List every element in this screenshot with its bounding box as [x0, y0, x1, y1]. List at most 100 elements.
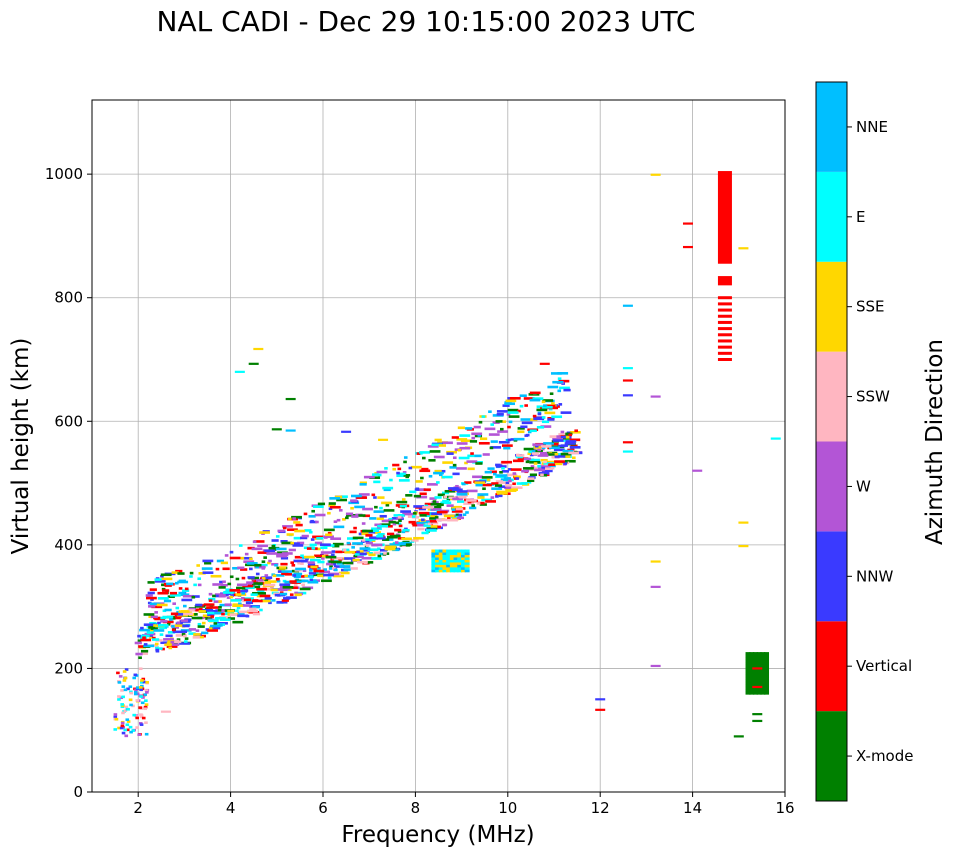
echo-mark [134, 715, 139, 718]
echo-mark [237, 611, 245, 615]
echo-mark [359, 552, 367, 556]
echo-mark [140, 681, 144, 684]
echo-mark [379, 523, 391, 526]
y-axis-ticks: 0 200 400 600 800 1000 [45, 165, 92, 801]
echo-mark [338, 508, 343, 512]
echo-mark [304, 555, 315, 559]
echo-mark [528, 450, 532, 454]
echo-mark [315, 520, 319, 524]
echo-mark [241, 576, 246, 580]
echo-mark [485, 500, 496, 503]
echo-mark [650, 560, 661, 563]
echo-mark [377, 496, 385, 499]
echo-mark [517, 409, 521, 413]
echo-mark [371, 527, 382, 531]
echo-mark [397, 515, 402, 519]
echo-mark [411, 522, 419, 525]
echo-mark [271, 428, 282, 431]
echo-mark [449, 569, 455, 573]
echo-mark [150, 627, 158, 630]
echo-mark [171, 617, 176, 620]
echo-mark [488, 410, 492, 414]
echo-mark [745, 684, 751, 688]
echo-mark [451, 510, 463, 513]
echo-mark [365, 534, 373, 537]
echo-mark [717, 302, 732, 306]
echo-mark [432, 500, 437, 503]
echo-mark [545, 467, 553, 471]
echo-mark [764, 671, 770, 675]
echo-mark [182, 604, 187, 608]
echo-mark [392, 467, 397, 471]
echo-mark [749, 654, 755, 658]
echo-mark [764, 689, 770, 693]
echo-mark [301, 534, 309, 538]
echo-mark [303, 575, 315, 578]
echo-mark [140, 679, 144, 682]
echo-mark [752, 719, 763, 723]
echo-mark [245, 563, 256, 567]
echo-mark [431, 564, 437, 568]
echo-mark [143, 693, 148, 696]
echo-mark [568, 451, 580, 455]
echo-mark [287, 517, 292, 521]
echo-mark [251, 547, 263, 551]
echo-mark [366, 561, 374, 564]
echo-mark [382, 486, 394, 490]
echo-mark [201, 621, 206, 625]
echo-mark [510, 468, 522, 471]
echo-mark [329, 497, 341, 500]
echo-mark [172, 602, 176, 605]
echo-mark [423, 488, 431, 491]
echo-mark [230, 594, 234, 597]
echo-mark [540, 445, 552, 448]
echo-mark [324, 536, 328, 539]
echo-mark [274, 563, 278, 567]
echo-mark [332, 542, 344, 546]
echo-mark [268, 601, 272, 605]
echo-mark [171, 626, 179, 629]
colorbar-tick-label: NNW [856, 567, 893, 585]
echo-mark [193, 583, 197, 587]
echo-mark [403, 460, 407, 464]
echo-mark [405, 494, 413, 497]
echo-mark [289, 593, 294, 596]
echo-mark [345, 512, 354, 516]
echo-mark [428, 474, 433, 478]
echo-mark [325, 533, 333, 537]
y-tick-label: 600 [54, 412, 83, 430]
echo-mark [760, 689, 766, 693]
echo-mark [162, 589, 170, 592]
echo-mark [717, 296, 732, 300]
echo-mark [201, 567, 213, 570]
echo-mark [446, 566, 452, 570]
echo-mark [282, 526, 287, 530]
echo-mark [760, 657, 766, 661]
echo-mark [453, 559, 459, 563]
echo-mark [167, 631, 176, 634]
echo-mark [453, 554, 459, 558]
echo-mark [430, 514, 438, 518]
echo-mark [302, 569, 307, 573]
echo-mark [558, 403, 563, 406]
echo-mark [207, 613, 215, 617]
echo-mark [351, 546, 355, 549]
echo-mark [137, 634, 141, 638]
colorbar-tick-label: W [856, 477, 871, 495]
echo-mark [264, 574, 269, 577]
echo-mark [128, 698, 133, 702]
echo-mark [438, 564, 444, 568]
echo-mark [717, 171, 732, 264]
echo-mark [249, 557, 253, 561]
echo-mark [473, 425, 481, 429]
echo-mark [128, 725, 133, 729]
echo-mark [147, 581, 155, 584]
echo-mark [508, 415, 520, 418]
echo-mark [760, 654, 766, 658]
echo-mark [145, 680, 149, 684]
echo-mark [377, 554, 382, 558]
echo-mark [123, 728, 128, 732]
echo-mark [564, 459, 576, 463]
echo-mark [416, 521, 424, 525]
echo-mark [745, 676, 751, 680]
